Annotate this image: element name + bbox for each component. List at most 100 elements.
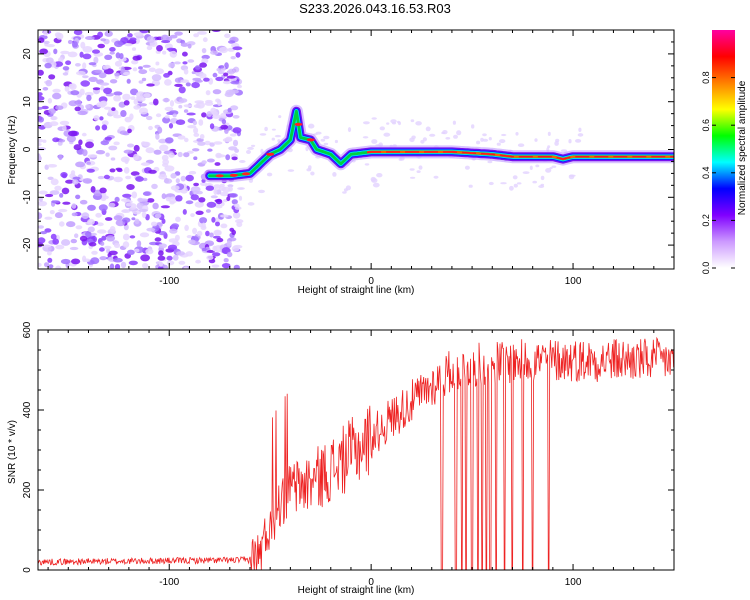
- noise-blob: [182, 209, 187, 215]
- noise-blob: [122, 233, 130, 241]
- noise-blob: [236, 221, 243, 228]
- noise-blob: [220, 124, 229, 130]
- noise-blob: [87, 154, 98, 158]
- noise-blob: [216, 154, 226, 158]
- noise-blob: [220, 191, 230, 197]
- noise-blob: [235, 219, 244, 224]
- noise-blob: [178, 260, 186, 265]
- noise-blob: [229, 89, 239, 94]
- noise-blob: [192, 120, 198, 126]
- noise-blob: [198, 197, 206, 203]
- noise-blob: [44, 228, 52, 233]
- noise-blob: [84, 91, 94, 97]
- noise-blob: [62, 72, 69, 76]
- noise-blob: [118, 126, 126, 132]
- noise-blob: [209, 123, 215, 130]
- noise-blob: [96, 222, 104, 227]
- noise-blob: [132, 67, 138, 72]
- noise-blob: [175, 119, 186, 125]
- noise-blob: [568, 139, 572, 144]
- noise-blob: [109, 263, 115, 269]
- noise-blob: [68, 100, 78, 107]
- noise-blob: [334, 139, 338, 144]
- noise-blob: [42, 139, 47, 143]
- noise-blob: [92, 87, 101, 91]
- noise-blob: [540, 183, 545, 187]
- noise-blob: [101, 235, 107, 241]
- noise-blob: [122, 217, 131, 223]
- noise-blob: [199, 73, 207, 79]
- noise-blob: [100, 140, 110, 146]
- noise-blob: [229, 193, 238, 198]
- noise-blob: [529, 165, 533, 170]
- noise-blob: [226, 196, 231, 202]
- noise-blob: [418, 165, 423, 170]
- noise-blob: [58, 208, 68, 213]
- noise-blob: [114, 196, 120, 203]
- noise-blob: [191, 82, 200, 89]
- noise-blob: [251, 144, 256, 147]
- noise-blob: [123, 72, 131, 76]
- noise-blob: [183, 266, 189, 269]
- snr-panel: -100 0 100 0 200 400 600 Height of straight li…: [7, 321, 675, 596]
- noise-blob: [114, 40, 124, 48]
- noise-blob: [246, 150, 251, 154]
- noise-blob: [47, 98, 53, 104]
- noise-blob: [50, 233, 57, 240]
- noise-blob: [500, 182, 507, 185]
- noise-blob: [132, 55, 141, 61]
- noise-blob: [194, 65, 201, 70]
- noise-blob: [50, 116, 58, 121]
- noise-blob: [123, 167, 130, 174]
- noise-blob: [164, 115, 170, 119]
- noise-blob: [58, 139, 66, 143]
- noise-blob: [209, 142, 215, 147]
- noise-blob: [47, 176, 54, 180]
- noise-blob: [108, 145, 118, 151]
- spectrogram-y-label: Frequency (Hz): [7, 116, 18, 185]
- noise-blob: [229, 227, 235, 232]
- noise-blob: [121, 198, 130, 202]
- noise-blob: [105, 152, 110, 157]
- noise-blob: [109, 51, 115, 55]
- noise-blob: [109, 79, 118, 84]
- noise-blob: [180, 42, 189, 47]
- noise-blob: [38, 212, 43, 220]
- noise-blob: [120, 66, 125, 73]
- noise-blob: [512, 175, 518, 180]
- noise-blob: [230, 80, 240, 85]
- noise-blob: [306, 168, 312, 172]
- noise-blob: [137, 197, 144, 203]
- noise-blob: [231, 245, 240, 252]
- noise-blob: [247, 146, 254, 150]
- noise-blob: [90, 257, 100, 265]
- noise-blob: [225, 154, 231, 161]
- noise-blob: [191, 71, 196, 75]
- noise-blob: [205, 209, 211, 213]
- noise-blob: [45, 44, 56, 48]
- noise-blob: [60, 50, 70, 55]
- noise-blob: [178, 86, 186, 94]
- noise-blob: [158, 243, 167, 249]
- noise-blob: [416, 170, 421, 174]
- noise-blob: [82, 75, 89, 79]
- noise-blob: [67, 51, 78, 58]
- noise-blob: [135, 91, 146, 99]
- noise-blob: [122, 209, 129, 213]
- noise-blob: [166, 255, 173, 261]
- snr-x-label: Height of straight line (km): [298, 585, 415, 596]
- noise-blob: [554, 141, 559, 146]
- noise-blob: [95, 125, 101, 131]
- noise-blob: [228, 146, 238, 151]
- noise-blob: [163, 73, 170, 78]
- noise-blob: [100, 241, 105, 246]
- noise-blob: [108, 250, 118, 256]
- y-tick-label: 10: [22, 96, 33, 108]
- noise-blob: [113, 91, 123, 96]
- noise-blob: [164, 106, 174, 112]
- noise-blob: [104, 54, 113, 60]
- noise-blob: [211, 216, 216, 223]
- noise-blob: [120, 261, 127, 269]
- noise-blob: [38, 138, 44, 143]
- noise-blob: [206, 250, 216, 253]
